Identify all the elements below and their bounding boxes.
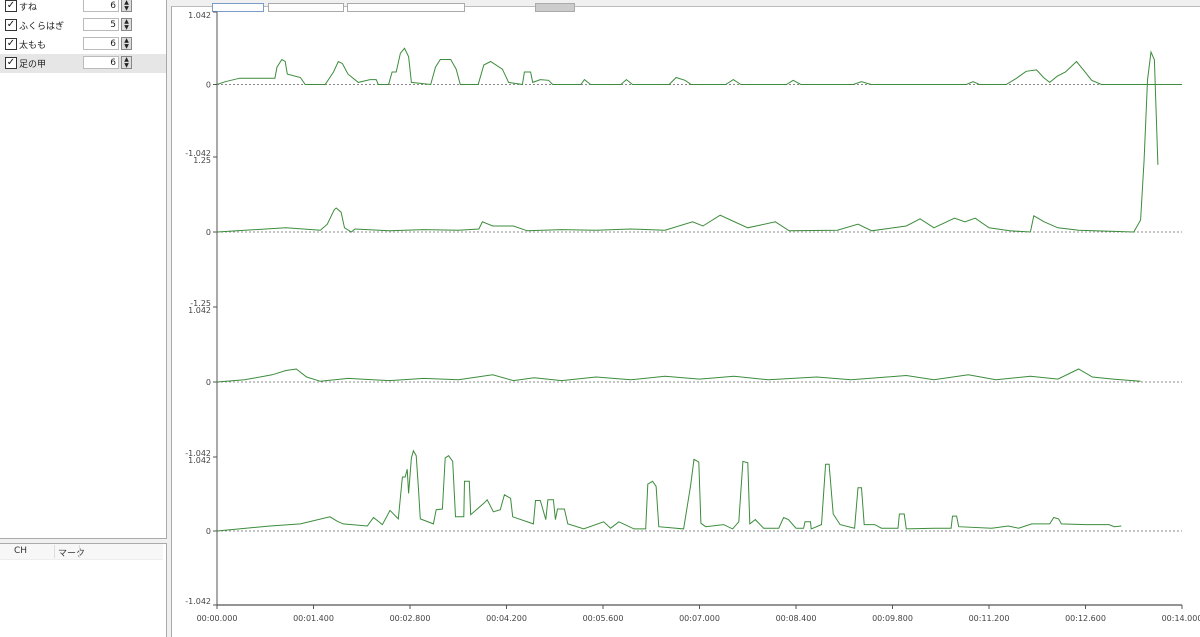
marks-table-header: CH マーク xyxy=(0,544,163,560)
series-line-ch4 xyxy=(216,449,1122,532)
channel-label: ふくらはぎ xyxy=(19,22,65,32)
x-tick-label: 00:12.600 xyxy=(1065,614,1106,623)
stepper-down-icon[interactable]: ▼ xyxy=(124,43,129,50)
stepper-up-icon[interactable]: ▲ xyxy=(124,18,129,25)
channel-value-input[interactable]: 5 xyxy=(83,18,119,31)
toolbar-button[interactable] xyxy=(535,3,575,12)
marks-table: CH マーク xyxy=(0,543,167,637)
channel-value-input[interactable]: 6 xyxy=(83,56,119,69)
channel-row[interactable]: ✓ すね 6 ▲ ▼ xyxy=(0,0,166,16)
x-tick-label: 00:14.000 xyxy=(1162,614,1200,623)
channel-row[interactable]: ✓ 足の甲 6 ▲ ▼ xyxy=(0,54,166,73)
y-tick-label: -1.042 xyxy=(185,149,211,158)
x-tick-label: 00:01.400 xyxy=(293,614,334,623)
channel-list-panel: ✓ すね 6 ▲ ▼ ✓ ふくらはぎ 5 ▲ ▼ ✓ 太もも 6 ▲ ▼ ✓ 足の甲 6 ▲ ▼ xyxy=(0,0,167,539)
channel-value-input[interactable]: 6 xyxy=(83,37,119,50)
channel-checkbox[interactable]: ✓ xyxy=(5,19,17,31)
channel-label: 太もも xyxy=(19,41,47,51)
waveform-chart-area xyxy=(171,3,1200,637)
x-tick-label: 00:05.600 xyxy=(583,614,624,623)
channel-value-stepper[interactable]: ▲ ▼ xyxy=(121,18,132,31)
channel-row[interactable]: ✓ 太もも 6 ▲ ▼ xyxy=(0,35,166,54)
channel-checkbox[interactable]: ✓ xyxy=(5,38,17,50)
channel-value-stepper[interactable]: ▲ ▼ xyxy=(121,0,132,12)
y-tick-label: 1.042 xyxy=(188,306,211,315)
y-tick-label: -1.25 xyxy=(190,299,211,308)
x-tick-label: 00:09.800 xyxy=(872,614,913,623)
y-tick-label: -1.042 xyxy=(185,449,211,458)
toolbar-button[interactable] xyxy=(347,3,465,12)
x-tick-label: 00:07.000 xyxy=(679,614,720,623)
channel-label: すね xyxy=(19,3,38,13)
column-divider[interactable] xyxy=(54,545,55,558)
x-tick-label: 00:02.800 xyxy=(390,614,431,623)
toolbar-button[interactable] xyxy=(268,3,344,12)
channel-checkbox[interactable]: ✓ xyxy=(5,0,17,12)
column-header-mark[interactable]: マーク xyxy=(58,549,86,559)
y-tick-label: 0 xyxy=(206,527,211,536)
y-tick-label: 0 xyxy=(206,228,211,237)
channel-checkbox[interactable]: ✓ xyxy=(5,57,17,69)
series-line-ch1 xyxy=(216,47,1182,86)
y-tick-label: 1.25 xyxy=(193,156,211,165)
channel-label: 足の甲 xyxy=(19,60,47,70)
column-divider[interactable] xyxy=(79,545,80,558)
toolbar-button[interactable] xyxy=(212,3,264,12)
x-tick-label: 00:11.200 xyxy=(969,614,1010,623)
column-header-ch[interactable]: CH xyxy=(14,546,28,556)
y-tick-label: 0 xyxy=(206,81,211,90)
channel-value-input[interactable]: 6 xyxy=(83,0,119,12)
stepper-up-icon[interactable]: ▲ xyxy=(124,0,129,6)
x-tick-label: 00:08.400 xyxy=(776,614,817,623)
channel-value-stepper[interactable]: ▲ ▼ xyxy=(121,37,132,50)
stepper-down-icon[interactable]: ▼ xyxy=(124,24,129,31)
series-line-ch3 xyxy=(216,368,1141,383)
channel-value-stepper[interactable]: ▲ ▼ xyxy=(121,56,132,69)
stepper-up-icon[interactable]: ▲ xyxy=(124,56,129,63)
stepper-down-icon[interactable]: ▼ xyxy=(124,5,129,12)
series-line-ch2 xyxy=(216,50,1159,233)
stepper-down-icon[interactable]: ▼ xyxy=(124,62,129,69)
y-tick-label: 1.042 xyxy=(188,456,211,465)
stepper-up-icon[interactable]: ▲ xyxy=(124,37,129,44)
y-tick-label: 0 xyxy=(206,378,211,387)
y-tick-label: -1.042 xyxy=(185,597,211,606)
y-tick-label: 1.042 xyxy=(188,11,211,20)
channel-row[interactable]: ✓ ふくらはぎ 5 ▲ ▼ xyxy=(0,16,166,35)
x-tick-label: 00:00.000 xyxy=(197,614,238,623)
x-tick-label: 00:04.200 xyxy=(486,614,527,623)
